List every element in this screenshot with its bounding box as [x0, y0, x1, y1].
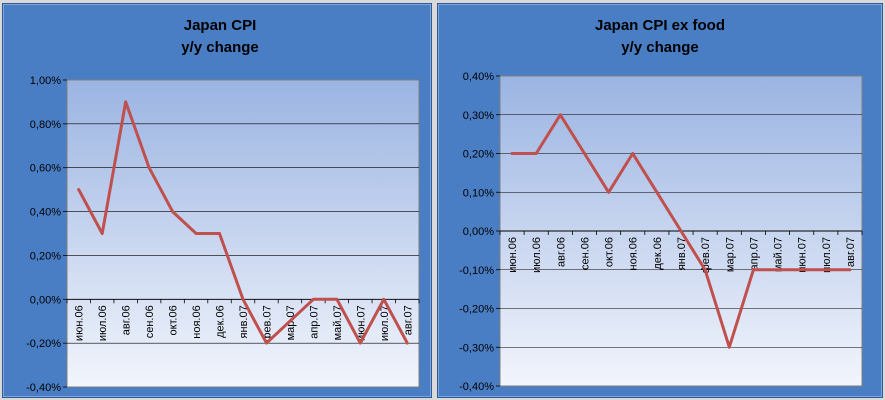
chart-cpi: Japan CPI y/y change 1,00% 0,80% 0,60% 0,40% 0… [26, 17, 420, 394]
x-tick-label: ноя.06 [191, 305, 203, 338]
x-tick-label: окт.06 [168, 305, 180, 335]
data-point [194, 232, 198, 235]
data-point [77, 188, 81, 192]
x-tick-label: авг.07 [845, 237, 857, 267]
data-point [727, 345, 731, 349]
y-tick-label: 0,10% [463, 187, 494, 199]
y-tick-label: 0,20% [30, 250, 61, 262]
data-point [679, 229, 683, 233]
chart-cpi-ex-food: Japan CPI ex food y/y change 0,40% 0,30% 0,2… [459, 17, 863, 393]
x-tick-label: май.07 [773, 237, 785, 272]
x-tick-label: авг.06 [121, 305, 133, 335]
data-point [171, 210, 175, 213]
y-tick-label: 0,40% [30, 207, 61, 219]
x-tick-label: янв.07 [676, 237, 688, 270]
x-tick-label: фев.07 [261, 305, 273, 341]
y-tick-label: -0,30% [459, 342, 494, 354]
data-point [800, 268, 804, 272]
data-point [241, 297, 245, 301]
data-point [583, 152, 586, 155]
data-point [510, 152, 514, 155]
x-tick-label: окт.06 [604, 237, 616, 267]
x-tick-label: июл.06 [531, 237, 543, 273]
data-point [703, 268, 707, 272]
x-tick-label: июн.07 [797, 237, 809, 273]
chart-subtitle: y/y change [181, 39, 259, 56]
chart-title: Japan CPI [184, 17, 257, 34]
y-tick-label: -0,10% [459, 265, 494, 277]
data-point [335, 297, 339, 301]
x-tick-label: янв.07 [238, 305, 250, 338]
y-tick-label: 0,60% [30, 163, 61, 175]
x-tick-label: мар.07 [724, 237, 736, 272]
data-point [312, 297, 315, 301]
x-tick-label: сен.06 [579, 237, 591, 270]
data-point [848, 268, 852, 272]
chart-panel-cpi: Japan CPI y/y change 1,00% 0,80% 0,60% 0,40% 0… [2, 3, 432, 398]
y-tick-label: -0,20% [26, 338, 61, 350]
x-tick-label: июн.07 [355, 305, 367, 341]
data-point [655, 190, 659, 194]
y-tick-label: -0,40% [459, 381, 494, 393]
y-tick-label: 0,30% [463, 110, 494, 122]
x-tick-label: ноя.06 [628, 237, 640, 270]
data-point [752, 268, 755, 272]
x-tick-label: июн.06 [74, 305, 86, 341]
data-point [100, 232, 104, 235]
y-tick-label: -0,20% [459, 304, 494, 316]
y-tick-label: 1,00% [30, 75, 61, 87]
x-tick-label: май.07 [332, 305, 344, 340]
data-point [358, 341, 362, 345]
data-point [631, 152, 635, 155]
y-tick-label: 0,20% [463, 149, 494, 161]
data-point [558, 113, 562, 117]
x-tick-label: дек.06 [652, 237, 664, 270]
x-tick-label: июл.07 [821, 237, 833, 273]
data-point [824, 268, 828, 272]
x-tick-label: июл.06 [97, 305, 109, 341]
y-tick-label: 0,00% [463, 226, 494, 238]
data-point [534, 152, 538, 155]
plot-area [66, 79, 420, 388]
x-tick-label: фев.07 [700, 237, 712, 273]
data-point [265, 341, 268, 345]
data-point [405, 341, 409, 345]
y-tick-label: -0,40% [26, 382, 61, 394]
chart-subtitle: y/y change [621, 39, 699, 56]
x-tick-label: дек.06 [215, 305, 227, 338]
data-point [124, 100, 128, 104]
data-point [218, 232, 221, 235]
x-tick-label: апр.07 [308, 305, 320, 338]
chart-title: Japan CPI ex food [595, 17, 725, 34]
chart-panel-cpi-ex-food: Japan CPI ex food y/y change 0,40% 0,30% 0,2… [437, 3, 883, 398]
x-tick-label: авг.07 [402, 305, 414, 335]
y-tick-label: 0,40% [463, 71, 494, 83]
data-point [288, 319, 292, 323]
x-tick-label: июн.06 [507, 237, 519, 273]
x-tick-label: апр.07 [748, 237, 760, 270]
x-tick-label: авг.06 [555, 237, 567, 267]
x-tick-label: мар.07 [285, 305, 297, 340]
data-point [382, 297, 386, 301]
y-tick-label: 0,00% [30, 294, 61, 306]
y-tick-label: 0,80% [30, 119, 61, 131]
x-tick-label: сен.06 [144, 305, 156, 338]
data-point [607, 190, 610, 194]
x-tick-label: июл.07 [379, 305, 391, 341]
data-point [147, 166, 151, 170]
data-point [776, 268, 779, 272]
